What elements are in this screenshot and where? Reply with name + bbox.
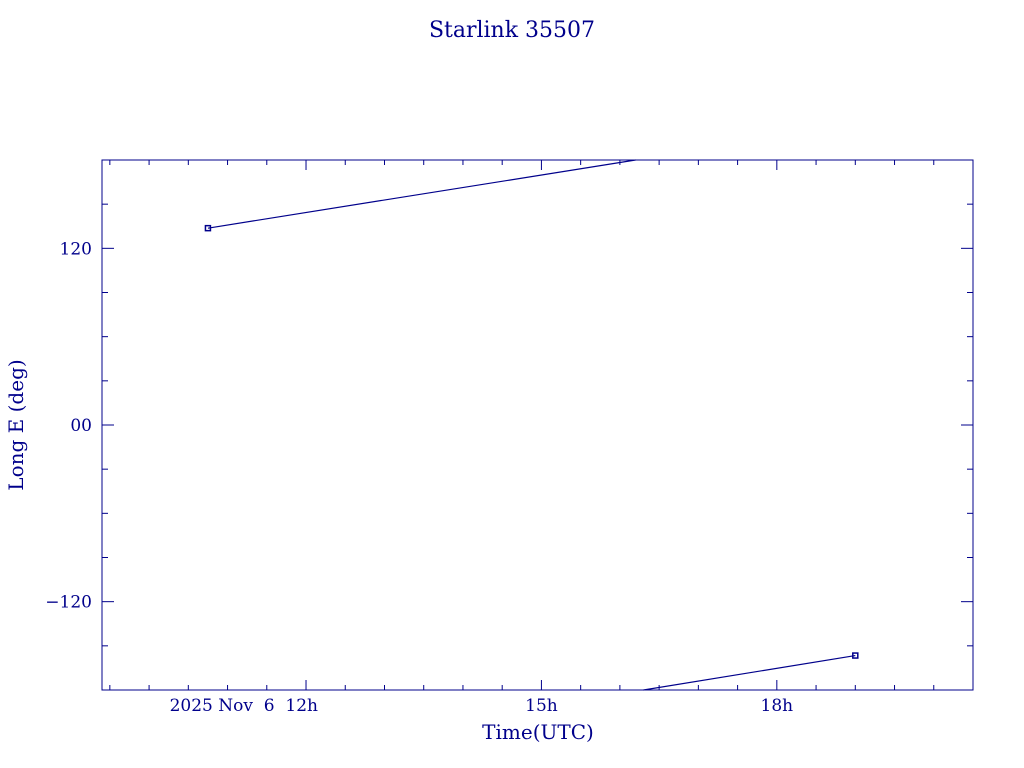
y-tick-label: 120 — [60, 239, 92, 259]
data-point — [852, 652, 859, 659]
x-axis-label: Time(UTC) — [482, 720, 594, 744]
series-layer — [204, 159, 859, 691]
y-tick-label: 00 — [70, 416, 92, 436]
y-tick-labels: 120 00 −120 — [45, 239, 92, 612]
series-line-segment — [207, 159, 636, 229]
data-point — [204, 224, 212, 232]
x-tick-label: 18h — [761, 696, 794, 716]
tick-marks — [102, 160, 974, 690]
chart-title: Starlink 35507 — [429, 18, 595, 43]
x-tick-labels: 2025 Nov 6 12h 15h 18h — [170, 696, 794, 716]
y-axis-label: Long E (deg) — [4, 359, 28, 490]
x-tick-label: 2025 Nov 6 12h — [170, 696, 318, 716]
series-line-segment — [643, 654, 856, 691]
plot-frame — [101, 159, 974, 691]
x-tick-label: 15h — [525, 696, 558, 716]
y-tick-label: −120 — [45, 593, 92, 613]
